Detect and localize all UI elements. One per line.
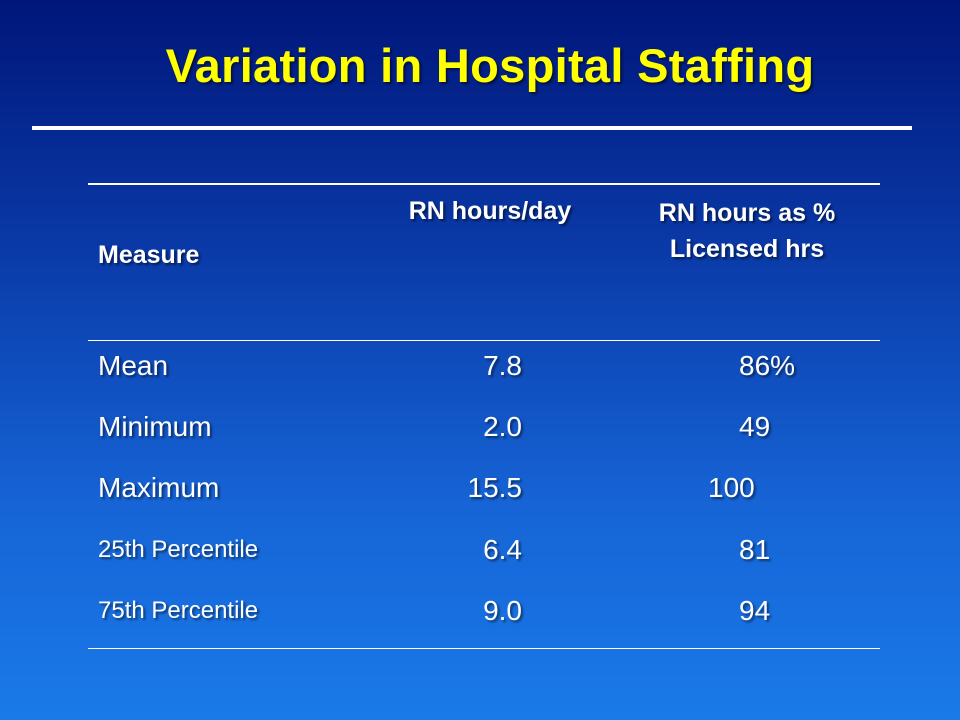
row-measure: 25th Percentile [98, 536, 259, 563]
header-rn-pct-line1: RN hours as % [658, 199, 836, 227]
row-rn-pct: 49 [739, 411, 771, 442]
row-rn-hours-day: 9.0 [483, 595, 522, 626]
table-bottom-rule [88, 648, 880, 649]
row-measure: Minimum [98, 411, 212, 442]
row-rn-pct: 100 [708, 472, 755, 503]
row-rn-hours-day: 7.8 [483, 350, 522, 381]
row-measure: Mean [98, 350, 169, 381]
header-rn-hours-day: RN hours/day [408, 197, 572, 225]
header-rule [88, 340, 880, 341]
row-measure: Maximum [98, 472, 220, 503]
row-rn-hours-day: 6.4 [483, 534, 522, 565]
header-measure: Measure [98, 241, 200, 269]
header-rn-pct-line2: Licensed hrs [669, 235, 825, 263]
table-top-rule [88, 183, 880, 185]
row-measure: 75th Percentile [98, 597, 259, 624]
row-rn-pct: 81 [739, 534, 771, 565]
row-rn-pct: 94 [739, 595, 771, 626]
slide-title: Variation in Hospital Staffing [165, 39, 815, 92]
row-rn-pct: 86% [739, 350, 796, 381]
header-rn-pct-licensed: RN hours as % Licensed hrs [612, 195, 882, 267]
title-divider [32, 126, 912, 130]
row-rn-hours-day: 15.5 [467, 472, 523, 503]
row-rn-hours-day: 2.0 [483, 411, 522, 442]
